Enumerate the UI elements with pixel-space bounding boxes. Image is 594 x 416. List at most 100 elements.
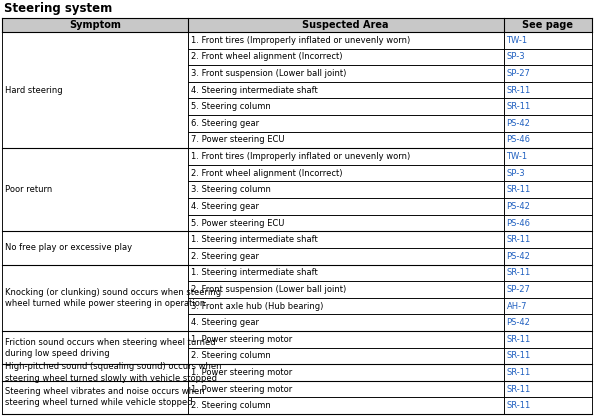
- Text: SP-3: SP-3: [507, 52, 525, 62]
- Bar: [504, 99, 592, 115]
- Bar: [504, 148, 592, 165]
- Bar: [188, 347, 504, 364]
- Bar: [504, 265, 592, 281]
- Text: SR-11: SR-11: [507, 368, 531, 377]
- Text: Hard steering: Hard steering: [5, 86, 62, 94]
- Text: 1. Front tires (Improperly inflated or unevenly worn): 1. Front tires (Improperly inflated or u…: [191, 152, 410, 161]
- Bar: [2, 231, 188, 265]
- Bar: [504, 381, 592, 397]
- Text: 3. Steering column: 3. Steering column: [191, 185, 271, 194]
- Bar: [504, 347, 592, 364]
- Bar: [188, 281, 504, 298]
- Bar: [504, 231, 592, 248]
- Text: SR-11: SR-11: [507, 352, 531, 360]
- Bar: [504, 314, 592, 331]
- Text: 1. Power steering motor: 1. Power steering motor: [191, 368, 292, 377]
- Text: SR-11: SR-11: [507, 401, 531, 410]
- Bar: [2, 265, 188, 331]
- Bar: [188, 99, 504, 115]
- Text: Friction sound occurs when steering wheel turned
during low speed driving: Friction sound occurs when steering whee…: [5, 337, 216, 358]
- Text: Steering system: Steering system: [4, 2, 112, 15]
- Bar: [2, 18, 188, 32]
- Text: PS-42: PS-42: [507, 318, 530, 327]
- Text: SP-3: SP-3: [507, 168, 525, 178]
- Bar: [188, 248, 504, 265]
- Bar: [504, 49, 592, 65]
- Bar: [504, 131, 592, 148]
- Bar: [504, 397, 592, 414]
- Bar: [504, 32, 592, 49]
- Bar: [504, 165, 592, 181]
- Bar: [2, 331, 188, 364]
- Bar: [504, 65, 592, 82]
- Text: 7. Power steering ECU: 7. Power steering ECU: [191, 136, 285, 144]
- Text: SP-27: SP-27: [507, 285, 530, 294]
- Text: 3. Front suspension (Lower ball joint): 3. Front suspension (Lower ball joint): [191, 69, 346, 78]
- Text: TW-1: TW-1: [507, 152, 527, 161]
- Bar: [504, 115, 592, 131]
- Bar: [188, 381, 504, 397]
- Text: SR-11: SR-11: [507, 384, 531, 394]
- Text: PS-42: PS-42: [507, 252, 530, 261]
- Text: 6. Steering gear: 6. Steering gear: [191, 119, 259, 128]
- Text: SR-11: SR-11: [507, 102, 531, 111]
- Bar: [504, 82, 592, 99]
- Bar: [188, 165, 504, 181]
- Text: 1. Power steering motor: 1. Power steering motor: [191, 335, 292, 344]
- Bar: [188, 231, 504, 248]
- Text: PS-46: PS-46: [507, 136, 530, 144]
- Bar: [188, 265, 504, 281]
- Bar: [504, 364, 592, 381]
- Text: 2. Steering gear: 2. Steering gear: [191, 252, 259, 261]
- Bar: [504, 215, 592, 231]
- Bar: [188, 131, 504, 148]
- Text: 1. Power steering motor: 1. Power steering motor: [191, 384, 292, 394]
- Bar: [188, 331, 504, 347]
- Text: Symptom: Symptom: [69, 20, 121, 30]
- Text: 2. Front wheel alignment (Incorrect): 2. Front wheel alignment (Incorrect): [191, 168, 342, 178]
- Text: PS-46: PS-46: [507, 218, 530, 228]
- Text: High-pitched sound (squealing sound) occurs when
steering wheel turned slowly wi: High-pitched sound (squealing sound) occ…: [5, 362, 222, 383]
- Bar: [188, 18, 504, 32]
- Bar: [188, 181, 504, 198]
- Bar: [504, 281, 592, 298]
- Text: 2. Front suspension (Lower ball joint): 2. Front suspension (Lower ball joint): [191, 285, 346, 294]
- Text: 1. Steering intermediate shaft: 1. Steering intermediate shaft: [191, 235, 318, 244]
- Text: PS-42: PS-42: [507, 119, 530, 128]
- Bar: [188, 65, 504, 82]
- Text: 2. Front wheel alignment (Incorrect): 2. Front wheel alignment (Incorrect): [191, 52, 342, 62]
- Text: Knocking (or clunking) sound occurs when steering
wheel turned while power steer: Knocking (or clunking) sound occurs when…: [5, 288, 221, 308]
- Bar: [188, 115, 504, 131]
- Text: See page: See page: [522, 20, 573, 30]
- Text: Suspected Area: Suspected Area: [302, 20, 389, 30]
- Text: 2. Steering column: 2. Steering column: [191, 401, 271, 410]
- Text: 3. Front axle hub (Hub bearing): 3. Front axle hub (Hub bearing): [191, 302, 323, 310]
- Bar: [2, 381, 188, 414]
- Text: 1. Front tires (Improperly inflated or unevenly worn): 1. Front tires (Improperly inflated or u…: [191, 36, 410, 45]
- Text: 5. Steering column: 5. Steering column: [191, 102, 271, 111]
- Text: SR-11: SR-11: [507, 86, 531, 94]
- Bar: [504, 18, 592, 32]
- Text: 1. Steering intermediate shaft: 1. Steering intermediate shaft: [191, 268, 318, 277]
- Bar: [2, 364, 188, 381]
- Bar: [188, 198, 504, 215]
- Text: No free play or excessive play: No free play or excessive play: [5, 243, 132, 253]
- Bar: [2, 148, 188, 231]
- Text: Poor return: Poor return: [5, 185, 52, 194]
- Text: SR-11: SR-11: [507, 335, 531, 344]
- Text: 4. Steering gear: 4. Steering gear: [191, 202, 259, 211]
- Bar: [504, 298, 592, 314]
- Text: AH-7: AH-7: [507, 302, 527, 310]
- Bar: [188, 49, 504, 65]
- Bar: [188, 298, 504, 314]
- Text: SR-11: SR-11: [507, 235, 531, 244]
- Bar: [188, 314, 504, 331]
- Text: 2. Steering column: 2. Steering column: [191, 352, 271, 360]
- Bar: [504, 248, 592, 265]
- Bar: [504, 198, 592, 215]
- Text: Steering wheel vibrates and noise occurs when
steering wheel turned while vehicl: Steering wheel vibrates and noise occurs…: [5, 387, 204, 407]
- Text: PS-42: PS-42: [507, 202, 530, 211]
- Text: TW-1: TW-1: [507, 36, 527, 45]
- Bar: [188, 148, 504, 165]
- Text: SR-11: SR-11: [507, 268, 531, 277]
